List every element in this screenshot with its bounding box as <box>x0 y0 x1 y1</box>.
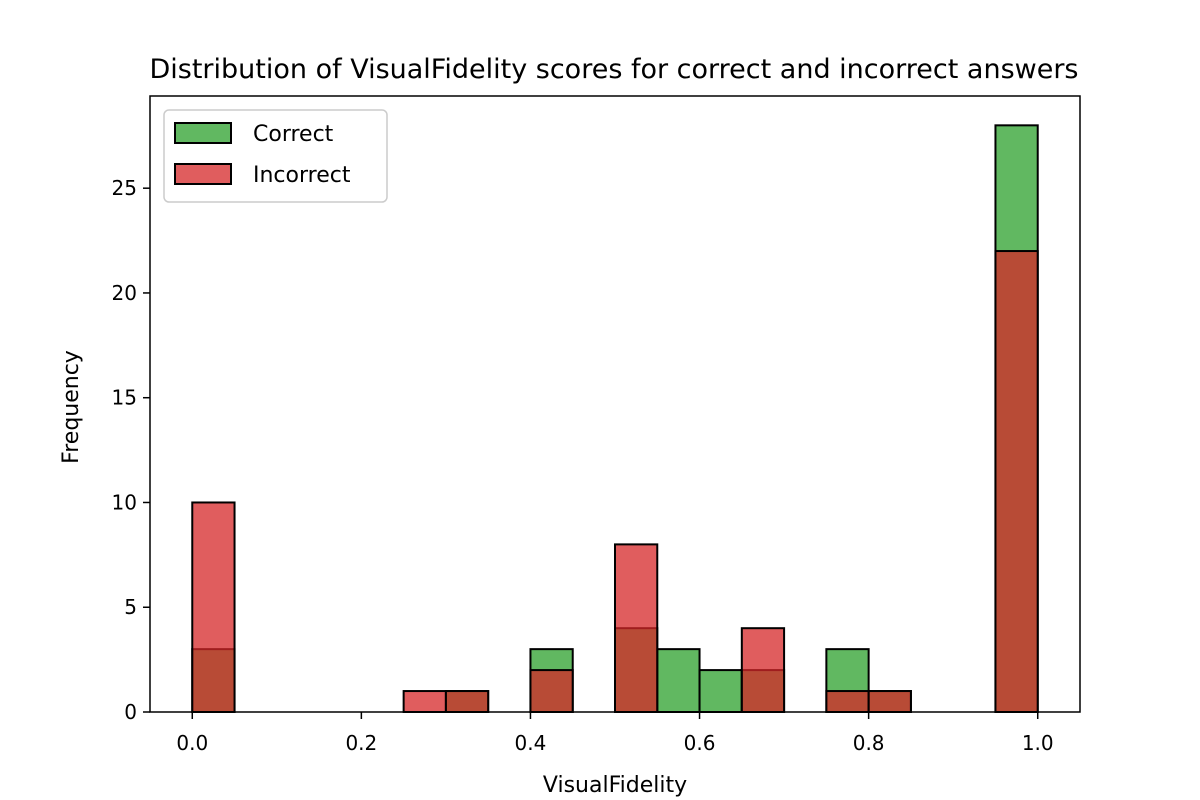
y-tick-label: 10 <box>112 490 137 514</box>
bar-incorrect-0 <box>191 501 236 713</box>
plot-frame <box>149 95 1081 713</box>
legend: Correct Incorrect <box>163 109 388 203</box>
x-axis-ticks: 0.0 0.2 0.4 0.6 0.8 1.0 <box>176 712 1054 755</box>
chart-title: Distribution of VisualFidelity scores fo… <box>149 54 1078 85</box>
y-tick-label: 20 <box>112 281 137 305</box>
y-tick-label: 25 <box>112 176 137 200</box>
x-axis-label: VisualFidelity <box>543 773 687 798</box>
bar-incorrect-16 <box>867 690 912 713</box>
bars-group <box>191 124 1039 714</box>
y-axis-label: Frequency <box>59 350 84 464</box>
legend-label-correct: Correct <box>253 122 334 147</box>
x-tick-label: 0.8 <box>853 731 885 755</box>
bar-incorrect-8 <box>529 669 574 713</box>
bar-incorrect-19 <box>994 250 1039 714</box>
x-tick-label: 0.2 <box>345 731 377 755</box>
x-tick-label: 0.6 <box>684 731 716 755</box>
bar-incorrect-15 <box>825 690 870 713</box>
x-tick-label: 0.4 <box>515 731 547 755</box>
legend-swatch-correct <box>174 122 232 144</box>
bar-incorrect-10 <box>614 543 659 714</box>
y-tick-label: 15 <box>112 386 137 410</box>
bar-correct-12 <box>698 669 743 713</box>
y-tick-label: 5 <box>124 595 137 619</box>
bar-incorrect-6 <box>444 690 490 713</box>
bar-correct-11 <box>656 648 701 714</box>
bar-incorrect-13 <box>740 627 786 714</box>
x-tick-label: 1.0 <box>1022 731 1054 755</box>
y-tick-label: 0 <box>124 700 137 724</box>
legend-swatch-incorrect <box>174 163 232 185</box>
bar-incorrect-5 <box>402 690 447 713</box>
x-tick-label: 0.0 <box>176 731 208 755</box>
legend-label-incorrect: Incorrect <box>253 163 351 188</box>
y-axis-ticks: 0 5 10 15 20 25 <box>112 176 150 724</box>
